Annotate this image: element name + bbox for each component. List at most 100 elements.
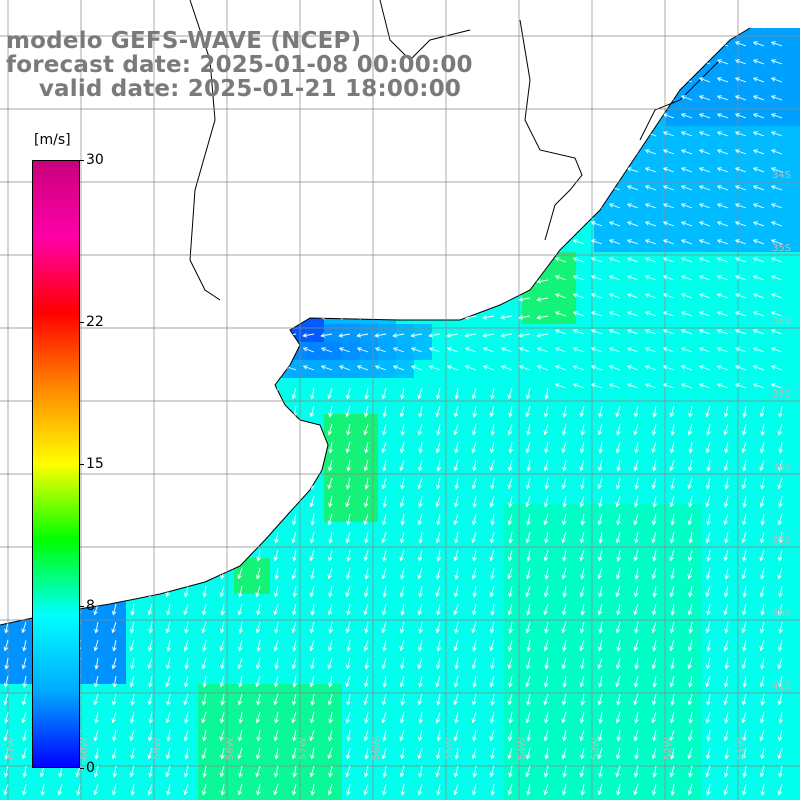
wind-speed-cell [540,792,558,800]
wind-arrow [453,549,459,562]
wind-arrow [644,221,657,227]
wind-arrow [579,495,585,508]
wind-speed-cell [486,396,504,414]
wind-speed-cell [576,342,594,360]
wind-speed-cell [414,342,432,360]
wind-arrow [363,405,369,418]
wind-speed-cell [612,450,630,468]
wind-speed-cell [360,342,378,360]
lon-label: 60W [79,737,90,760]
wind-speed-cell [504,396,522,414]
wind-speed-cell [504,360,522,378]
wind-speed-cell [540,270,558,288]
wind-arrow [435,405,441,418]
wind-arrow [716,113,729,119]
wind-speed-cell [558,288,576,306]
wind-arrow [760,423,765,436]
wind-speed-cell [720,792,738,800]
wind-arrow [742,405,747,418]
wind-arrow [716,149,729,155]
wind-speed-cell [702,756,720,774]
wind-speed-cell [108,792,126,800]
wind-speed-cell [270,756,288,774]
wind-speed-cell [414,576,432,594]
wind-speed-cell [630,612,648,630]
wind-speed-cell [702,414,720,432]
wind-arrow [705,765,711,778]
wind-speed-cell [342,522,360,540]
wind-speed-cell [432,594,450,612]
wind-arrow [741,423,747,436]
wind-arrow [662,185,675,191]
wind-arrow [760,477,765,490]
wind-speed-cell [360,396,378,414]
wind-speed-cell [378,360,396,378]
wind-arrow [651,711,657,724]
wind-speed-cell [756,414,774,432]
wind-speed-cell [648,324,666,342]
wind-speed-cell [648,522,666,540]
wind-speed-cell [594,522,612,540]
wind-speed-cell [180,594,198,612]
wind-arrow [579,639,585,652]
wind-arrow [400,783,405,796]
wind-speed-cell [630,666,648,684]
wind-arrow [382,549,387,562]
wind-arrow [399,441,405,454]
wind-speed-cell [594,774,612,792]
wind-speed-cell [432,756,450,774]
wind-arrow [327,477,333,490]
lon-label: 57W [298,737,309,760]
wind-speed-cell [378,666,396,684]
wind-speed-cell [684,756,702,774]
wind-arrow [634,657,639,670]
wind-speed-cell [450,450,468,468]
wind-arrow [363,693,369,706]
wind-arrow [734,365,747,371]
wind-arrow [554,347,567,353]
wind-arrow [526,729,531,742]
colorbar [32,160,80,768]
wind-arrow [471,603,477,616]
wind-arrow [482,347,495,353]
wind-arrow [327,423,333,436]
wind-speed-cell [576,738,594,756]
wind-arrow [687,477,693,490]
wind-speed-cell [594,450,612,468]
wind-arrow [734,149,747,155]
wind-speed-cell [180,756,198,774]
wind-arrow [554,293,567,299]
wind-speed-cell [360,594,378,612]
wind-arrow [525,585,531,598]
wind-arrow [255,621,261,634]
wind-arrow [291,711,297,724]
wind-arrow [770,185,783,191]
wind-arrow [345,675,351,688]
wind-arrow [220,657,225,670]
wind-arrow [579,675,585,688]
wind-speed-cell [522,792,540,800]
wind-speed-cell [540,756,558,774]
wind-arrow [3,675,9,688]
wind-speed-cell [684,792,702,800]
wind-speed-cell [378,612,396,630]
wind-speed-cell [432,702,450,720]
wind-arrow [500,347,513,353]
wind-arrow [238,765,243,778]
wind-speed-cell [684,342,702,360]
wind-speed-cell [576,756,594,774]
wind-speed-cell [558,702,576,720]
wind-arrow [454,621,459,634]
wind-arrow [363,549,369,562]
wind-speed-cell [324,486,342,504]
wind-speed-cell [594,540,612,558]
wind-arrow [183,675,189,688]
wind-speed-cell [504,504,522,522]
wind-arrow [219,765,225,778]
wind-arrow [364,567,369,580]
wind-arrow [669,441,675,454]
wind-arrow [723,603,729,616]
wind-arrow [525,675,531,688]
wind-speed-cell [594,324,612,342]
wind-arrow [734,185,747,191]
